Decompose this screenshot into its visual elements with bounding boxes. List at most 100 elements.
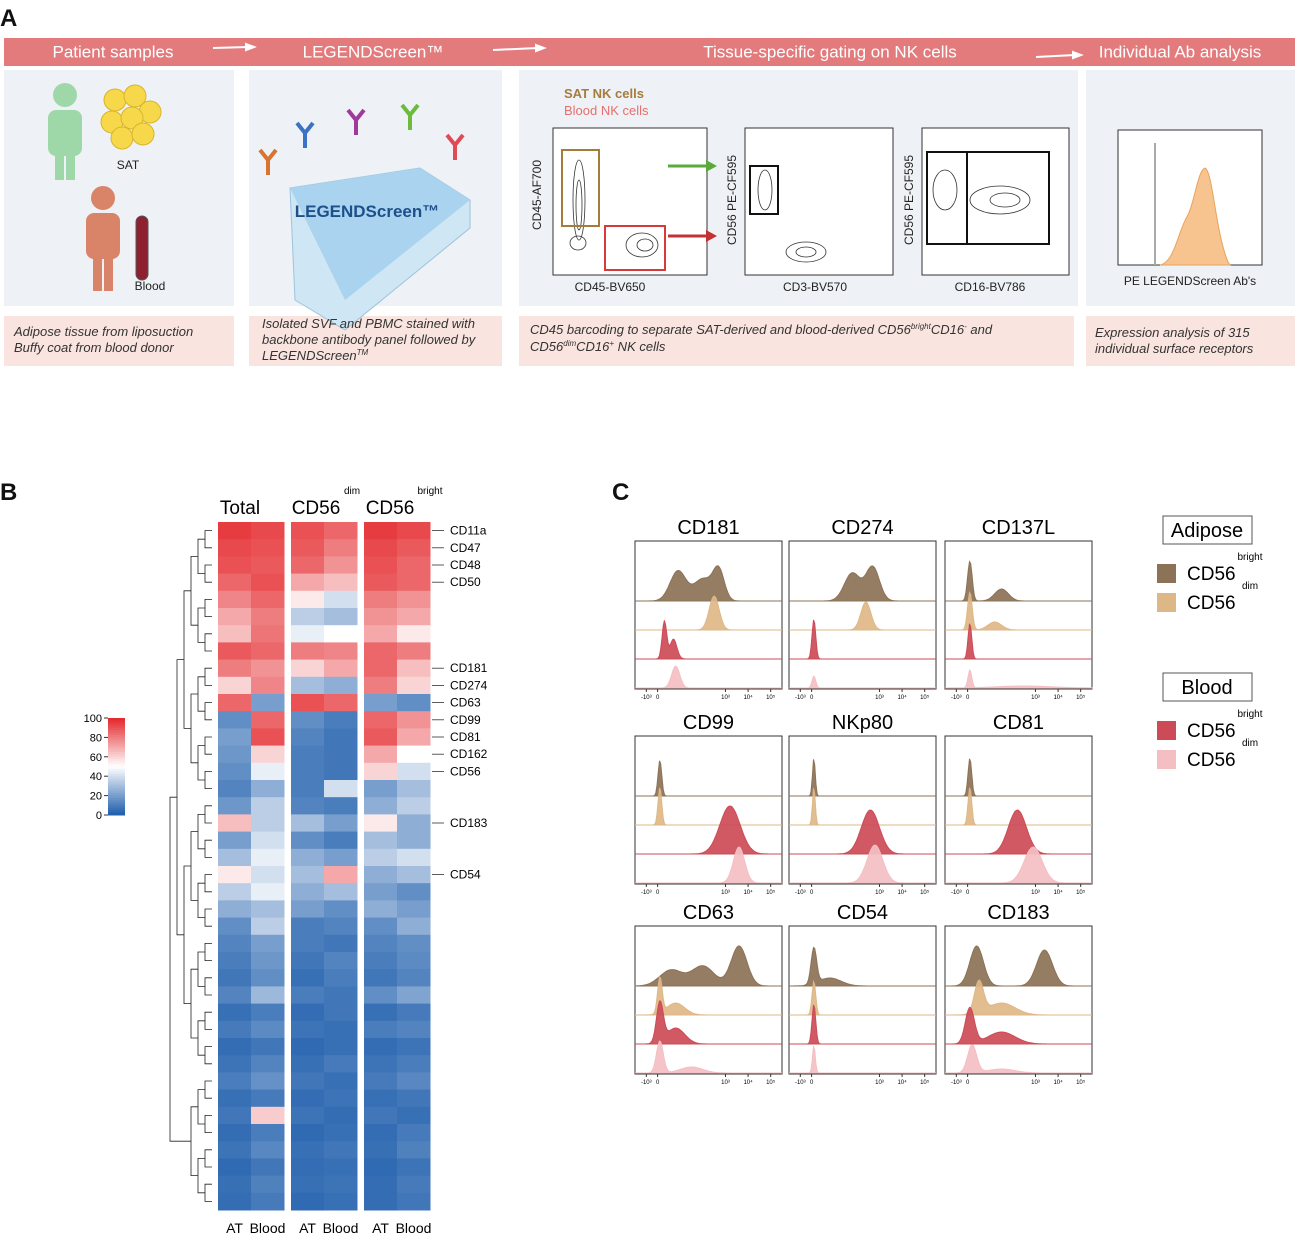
heatmap-cell [218,1020,252,1039]
y-axis-label: CD45-AF700 [530,160,544,230]
heatmap-cell [324,625,358,643]
dendrogram-branch [204,1011,212,1030]
dendrogram-branch [204,977,212,996]
heatmap-cell [397,625,431,643]
heatmap-cell [291,642,325,661]
row-label: CD274 [450,678,488,692]
heatmap-cell [218,642,252,661]
heatmap-cell [364,1158,398,1177]
dendrogram-branch [204,874,212,893]
heatmap-cell [291,831,325,850]
heatmap-cell [291,780,325,798]
x-tick-label: -10³ [641,695,652,701]
colorbar-tick-label: 100 [84,713,102,725]
heatmap-cell [251,728,285,747]
density-track [945,668,1093,689]
colorbar-step [108,776,125,780]
dendrogram-branch [176,659,184,936]
colorbar-step [108,754,125,758]
colorbar-step [108,773,125,777]
heatmap-cell [364,1124,398,1142]
column-label: AT [226,1220,243,1234]
heatmap-cell [251,1003,285,1022]
heatmap-cell [364,625,398,643]
caption-boxes [4,316,1295,366]
colorbar-step [108,788,125,792]
x-tick-label: 10⁵ [920,694,930,701]
banner [4,38,1295,66]
heatmap-cell [251,711,285,729]
colorbar-step [108,722,125,726]
heatmap-cell [251,1020,285,1039]
dendrogram-branch [204,1115,212,1133]
heatmap-cell [251,1106,285,1125]
legend-swatch [1157,721,1176,740]
heatmap-cell [218,1072,252,1091]
density-track [945,945,1092,987]
colorbar-step [108,737,125,741]
heatmap-cell [291,814,325,833]
density-track [789,809,936,855]
heatmap-cell [218,522,252,540]
heatmap-cell [397,900,431,919]
x-tick-label: 0 [966,890,970,896]
heatmap-cell [251,900,285,919]
heatmap-cell [397,866,431,884]
heatmap-cell [324,814,358,833]
legend-swatch [1157,750,1176,769]
legend-label: CD56 [1187,750,1236,771]
heatmap-cell [364,814,398,833]
heatmap-cell [324,1192,358,1211]
heatmap-cell [218,780,252,798]
x-tick-label: 10³ [721,695,730,701]
x-tick-label: 0 [810,695,814,701]
heatmap-cell [324,1089,358,1108]
heatmap-cell [364,1038,398,1056]
heatmap-cell [218,1089,252,1108]
heatmap-cell [397,1192,431,1211]
x-tick-label: -10³ [641,1080,652,1086]
legend-title-box [1162,515,1253,545]
x-tick-label: 10³ [875,890,884,896]
colorbar-step [108,725,125,729]
blood-label: Blood [135,279,166,293]
heatmap-cell [364,831,398,850]
heatmap-cell [291,883,325,901]
colorbar-tick-label: 40 [90,771,102,783]
heatmap-cell [251,642,285,661]
heatmap-cell [291,1072,325,1091]
dendrogram-branch [204,702,212,721]
heatmap-cell [251,1141,285,1159]
heatmap-cell [397,1003,431,1022]
heatmap-cell [397,762,431,781]
colorbar-step [108,718,125,721]
dendrogram-branch [190,556,198,626]
dendrogram-branch [204,1149,212,1168]
density-track [945,809,1092,855]
legend-sup: bright [1237,709,1262,720]
panel-title: NKp80 [832,712,893,734]
x-tick-label: -10³ [795,695,806,701]
colorbar-step [108,798,125,801]
heatmap-cell [364,866,398,884]
dendrogram-branch [197,814,205,850]
heatmap-cell [251,573,285,592]
dendrogram-branch [204,1183,212,1202]
x-tick-label: 10³ [875,695,884,701]
heatmap-cell [291,1003,325,1022]
heatmap-cell [324,694,358,712]
density-track [789,844,936,884]
x-tick-label: -10³ [951,1080,962,1086]
x-axis-label: CD16-BV786 [955,280,1026,294]
heatmap-cell [397,917,431,936]
colorbar-tick-label: 80 [90,732,102,744]
colorbar-step [108,810,125,814]
heatmap-cell [364,848,398,867]
heatmap-cell [218,866,252,884]
heatmap-cell [364,676,398,695]
heatmap-cell [364,986,398,1005]
heatmap-cell [218,625,252,643]
row-label: CD56 [450,764,481,778]
heatmap-cell [218,797,252,815]
colorbar-step [108,747,125,751]
